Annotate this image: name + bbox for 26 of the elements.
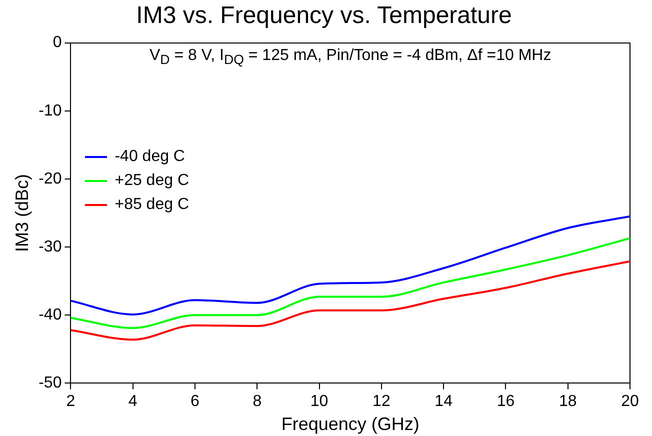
y-tick-label: -20 (38, 170, 62, 188)
x-tick-label: 16 (496, 393, 515, 410)
annotation: V$_{D}$ = 8 V, I$_{DQ}$ = 125 mA, Pin/Tone = -4 dBm, Δf =10 MHz (150, 46, 552, 67)
x-tick-label: 2 (66, 393, 76, 410)
x-tick-label: 4 (128, 393, 138, 410)
chart-title: IM3 vs. Frequency vs. Temperature (136, 2, 512, 30)
x-tick-label: 12 (372, 393, 390, 410)
legend-label: -40 deg C (114, 148, 185, 166)
x-axis-title: Frequency (GHz) (281, 414, 420, 434)
x-tick-label: 18 (558, 393, 577, 410)
x-tick-label: 10 (310, 393, 328, 410)
x-tick-label: 6 (190, 393, 200, 410)
y-tick-label: -40 (38, 306, 62, 324)
line-series (70, 260, 630, 341)
x-tick-label: 14 (434, 393, 453, 410)
line-series (70, 215, 630, 316)
legend-label: +25 deg C (114, 172, 189, 190)
x-tick-label: 8 (252, 393, 262, 410)
y-tick-label: 0 (52, 34, 62, 52)
x-tick-label: 20 (621, 393, 639, 410)
line-series (70, 237, 630, 330)
y-axis-title: IM3 (dBc) (12, 174, 32, 252)
y-tick-label: -30 (38, 238, 62, 256)
y-tick-label: -10 (38, 102, 62, 120)
y-tick-label: -50 (38, 374, 62, 392)
legend-label: +85 deg C (114, 196, 189, 214)
